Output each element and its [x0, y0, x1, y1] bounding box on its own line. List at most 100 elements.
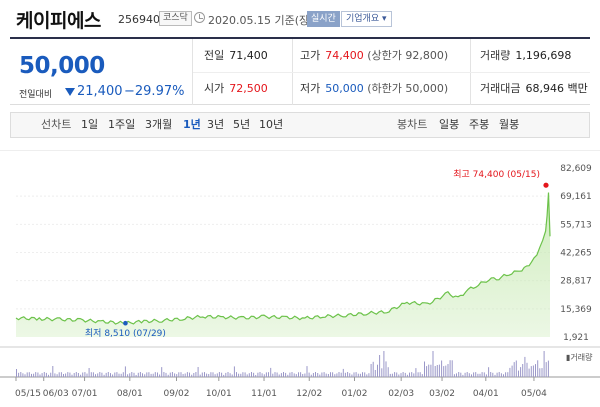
volume-bar: [41, 373, 43, 377]
volume-bar: [436, 365, 438, 377]
volume-bar: [86, 373, 88, 377]
volume-bar: [24, 374, 26, 377]
volume-bar: [492, 372, 494, 377]
volume-bar: [101, 372, 103, 377]
volume-bar: [298, 372, 299, 377]
volume-bar: [327, 374, 329, 377]
y-tick-label: 55,713: [560, 220, 592, 230]
period-5y[interactable]: 5년: [233, 118, 251, 131]
volume-bar: [257, 372, 259, 377]
x-tick-label: 02/03: [388, 389, 414, 399]
volume-bar: [462, 374, 464, 377]
volume-bar: [415, 368, 417, 377]
period-1y[interactable]: 1년: [183, 118, 201, 131]
trade-amount: 거래대금 68,946 백만: [480, 72, 588, 105]
volume-bar: [443, 366, 445, 377]
volume-bar: [308, 372, 310, 377]
prev-close-label: 전일: [204, 49, 225, 62]
volume-bar: [244, 372, 246, 377]
stock-name: 케이피에스: [16, 10, 101, 32]
volume-bar: [466, 372, 468, 377]
volume-bar: [33, 373, 35, 377]
volume-bar: [471, 374, 472, 377]
volume-bar: [494, 374, 496, 377]
volume-bar: [338, 372, 340, 377]
volume-bar: [105, 372, 107, 377]
volume-bar: [537, 360, 539, 377]
clock-icon: [194, 12, 205, 23]
volume-label: ▮거래량: [566, 352, 593, 362]
volume-bar: [374, 370, 376, 377]
period-1d[interactable]: 1일: [81, 118, 99, 131]
volume-bar: [362, 372, 363, 377]
period-3y[interactable]: 3년: [207, 118, 225, 131]
chevron-down-icon: ▾: [382, 14, 387, 24]
volume-bar: [321, 372, 323, 377]
x-tick-label: 12/02: [296, 389, 322, 399]
stock-header: 케이피에스 256940 코스닥 2020.05.15 기준(장마감) 실시간 …: [0, 0, 600, 36]
volume-bar: [154, 372, 156, 377]
period-3m[interactable]: 3개월: [145, 118, 173, 131]
volume-bar: [212, 372, 214, 377]
company-info-button[interactable]: 기업개요 ▾: [341, 11, 392, 27]
current-price-box: 50,000 전일대비 21,400 −29.97%: [10, 39, 193, 105]
volume-bar: [353, 372, 355, 377]
min-marker: [123, 320, 128, 326]
volume-bar: [488, 367, 490, 377]
volume-bar: [302, 374, 304, 377]
x-tick-label: 08/01: [117, 389, 143, 399]
x-tick-label: 04/01: [473, 389, 499, 399]
high-label: 고가: [300, 49, 321, 62]
volume-bar: [468, 373, 470, 377]
candle-monthly[interactable]: 월봉: [499, 118, 520, 131]
volume-bar: [246, 374, 248, 377]
open-value: 72,500: [229, 82, 268, 95]
company-info-label: 기업개요: [346, 14, 380, 24]
volume-bar: [539, 368, 541, 377]
volume-bar: [377, 364, 378, 377]
x-tick-label: 09/02: [164, 389, 190, 399]
volume: 거래량 1,196,698: [480, 39, 571, 72]
realtime-button[interactable]: 실시간: [307, 11, 340, 27]
volume-bar: [404, 372, 406, 377]
volume-bar: [171, 372, 173, 377]
volume-bar: [16, 369, 17, 377]
volume-bar: [447, 364, 449, 377]
period-1w[interactable]: 1주일: [108, 118, 136, 131]
volume-bar: [383, 351, 385, 377]
volume-bar: [396, 372, 398, 377]
volume-bar: [148, 372, 150, 377]
volume-bar: [216, 373, 218, 377]
volume-bar: [532, 365, 534, 377]
candle-daily[interactable]: 일봉: [439, 118, 460, 131]
volume-bar: [464, 372, 466, 377]
volume-bar: [441, 360, 443, 377]
high-value: 74,400: [325, 49, 364, 62]
volume-bar: [97, 373, 99, 377]
min-label: 최저 8,510 (07/29): [85, 328, 166, 339]
volume-bar: [413, 373, 415, 377]
volume-bar: [178, 372, 180, 377]
period-10y[interactable]: 10년: [259, 118, 284, 131]
volume-bar: [191, 374, 193, 377]
volume-bar: [133, 372, 135, 377]
row-divider: [193, 72, 590, 73]
volume-bar: [513, 362, 515, 377]
volume-bar: [75, 372, 77, 377]
volume-bar: [280, 373, 282, 377]
market-badge: 코스닥: [159, 11, 192, 26]
volume-bar: [355, 372, 357, 377]
volume-bar: [505, 372, 507, 377]
volume-bar: [340, 372, 342, 377]
volume-bar: [372, 361, 374, 377]
volume-bar: [400, 373, 402, 377]
volume-bar: [92, 372, 94, 377]
volume-bar: [218, 372, 220, 377]
volume-bar: [460, 372, 462, 377]
volume-bar: [304, 373, 306, 377]
candle-weekly[interactable]: 주봉: [469, 118, 490, 131]
volume-bar: [515, 360, 517, 377]
volume-value: 1,196,698: [515, 49, 572, 62]
volume-bar: [199, 374, 201, 377]
volume-bar: [543, 351, 545, 377]
